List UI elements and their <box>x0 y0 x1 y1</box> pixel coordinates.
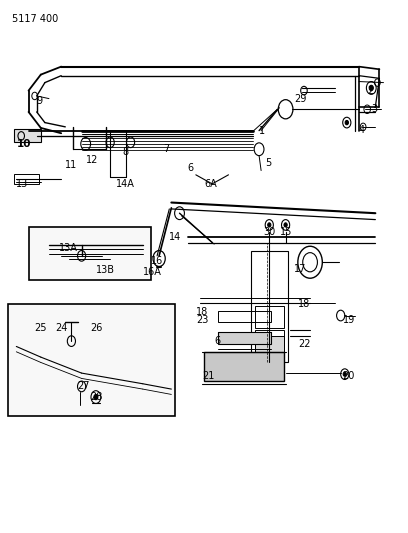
Text: 21: 21 <box>202 371 214 381</box>
Text: 11: 11 <box>65 160 78 170</box>
Text: 6A: 6A <box>204 179 217 189</box>
Text: 20: 20 <box>343 371 355 381</box>
Text: 13A: 13A <box>59 243 78 253</box>
Text: 13: 13 <box>16 179 29 189</box>
Bar <box>255 330 284 352</box>
Bar <box>218 332 271 344</box>
Bar <box>14 174 39 184</box>
Text: 14A: 14A <box>116 179 135 189</box>
Text: 8: 8 <box>122 147 129 157</box>
Bar <box>218 311 271 322</box>
Text: 9: 9 <box>37 96 43 106</box>
Bar <box>29 227 151 280</box>
Text: 10: 10 <box>16 139 31 149</box>
Text: 19: 19 <box>343 315 355 325</box>
Text: 7: 7 <box>163 144 169 154</box>
Circle shape <box>284 223 287 227</box>
Bar <box>255 336 284 357</box>
Bar <box>14 129 41 142</box>
Bar <box>255 306 284 328</box>
Circle shape <box>369 85 373 91</box>
Text: 12: 12 <box>86 155 98 165</box>
Text: 2: 2 <box>367 86 373 95</box>
Text: 5: 5 <box>265 158 271 167</box>
Circle shape <box>345 120 348 125</box>
Text: 29: 29 <box>294 94 306 103</box>
Text: 25: 25 <box>35 323 47 333</box>
Bar <box>204 352 284 381</box>
Circle shape <box>343 372 346 376</box>
Text: 30: 30 <box>263 227 275 237</box>
Text: 6: 6 <box>188 163 194 173</box>
Text: 18: 18 <box>196 307 208 317</box>
Text: 15: 15 <box>279 227 292 237</box>
Bar <box>251 251 288 362</box>
Bar <box>37 329 53 341</box>
Text: 28: 28 <box>90 392 102 402</box>
Text: 16A: 16A <box>143 267 162 277</box>
Bar <box>8 304 175 416</box>
Circle shape <box>94 394 98 400</box>
Circle shape <box>268 223 271 227</box>
Bar <box>18 329 35 341</box>
Text: 16: 16 <box>151 256 163 266</box>
Text: 3: 3 <box>371 104 377 114</box>
Text: 18: 18 <box>298 299 310 309</box>
Text: 24: 24 <box>55 323 67 333</box>
Text: 27: 27 <box>78 382 90 391</box>
Text: 6: 6 <box>214 336 220 346</box>
Text: 5117 400: 5117 400 <box>12 14 58 23</box>
Text: 14: 14 <box>169 232 182 242</box>
Text: 23: 23 <box>196 315 208 325</box>
Text: 13B: 13B <box>96 265 115 275</box>
Text: 26: 26 <box>90 323 102 333</box>
Text: 22: 22 <box>298 339 310 349</box>
Text: 17: 17 <box>294 264 306 274</box>
Text: 4: 4 <box>359 125 365 134</box>
Text: 1: 1 <box>259 126 265 135</box>
